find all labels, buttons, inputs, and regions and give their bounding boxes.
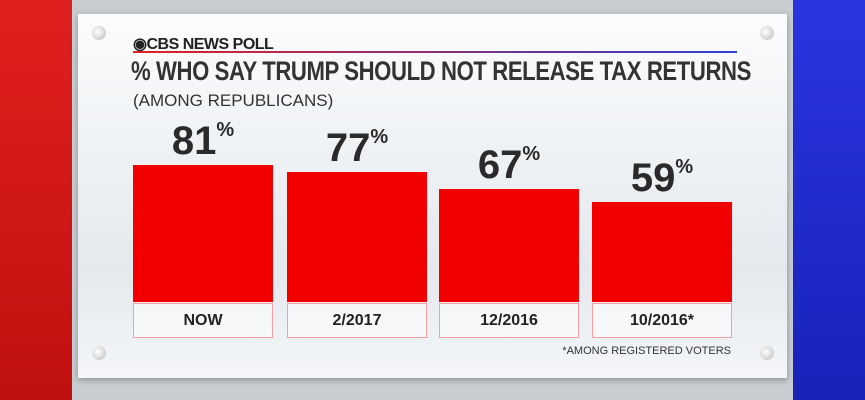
- red-background-panel: [0, 0, 72, 400]
- category-label: 10/2016*: [592, 303, 732, 338]
- category-label: 12/2016: [439, 303, 579, 338]
- pin-icon: [760, 346, 774, 360]
- footnote: *AMONG REGISTERED VOTERS: [562, 345, 731, 357]
- bar: [592, 202, 732, 302]
- pin-icon: [92, 346, 106, 360]
- pin-icon: [92, 26, 106, 40]
- data-label: 81%: [171, 119, 235, 164]
- brand-logo: ◉CBS NEWS POLL: [133, 34, 274, 54]
- brand-text: CBS NEWS POLL: [146, 36, 274, 53]
- cbs-eye-icon: ◉: [133, 36, 147, 53]
- category-label: 2/2017: [287, 303, 427, 338]
- data-label: 59%: [630, 156, 694, 201]
- data-label: 67%: [477, 142, 541, 187]
- category-label: NOW: [133, 303, 273, 338]
- pin-icon: [760, 26, 774, 40]
- blue-background-panel: [793, 0, 865, 400]
- chart-title: % WHO SAY TRUMP SHOULD NOT RELEASE TAX R…: [131, 56, 751, 86]
- bar: [439, 188, 579, 302]
- bar: [133, 165, 273, 302]
- bar: [287, 171, 427, 302]
- chart-subtitle: (AMONG REPUBLICANS): [133, 91, 334, 110]
- divider: [133, 51, 737, 53]
- data-label: 77%: [325, 125, 389, 170]
